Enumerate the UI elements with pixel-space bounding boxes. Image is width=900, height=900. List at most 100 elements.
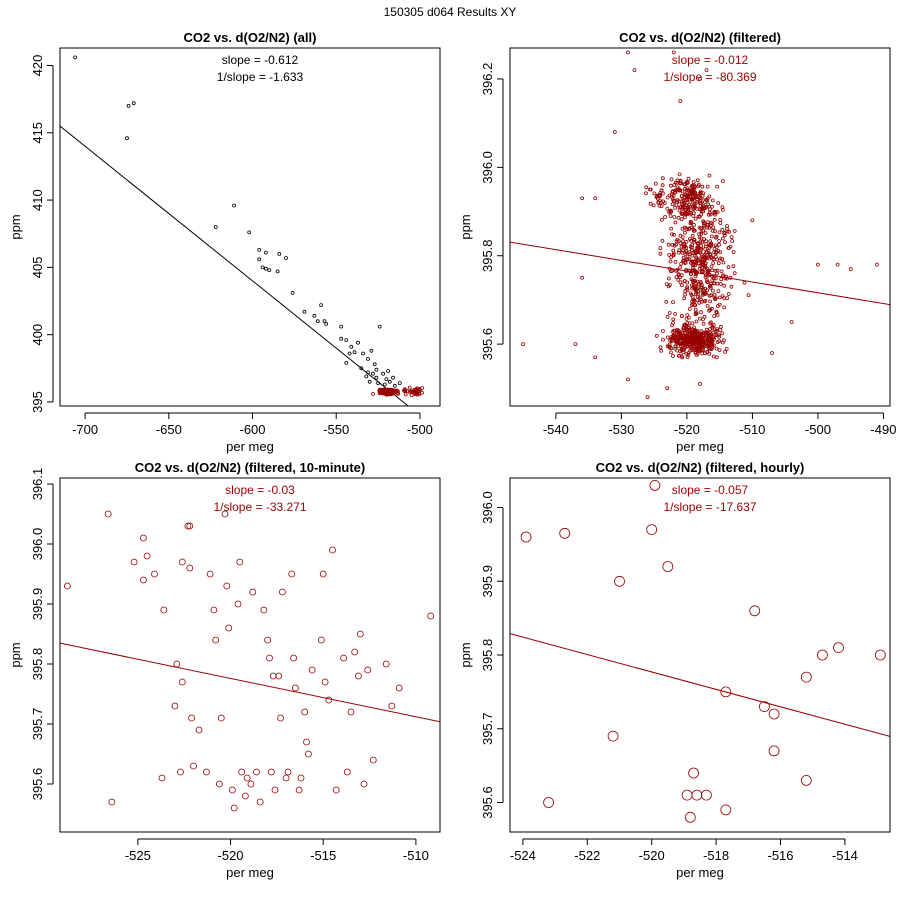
data-point bbox=[668, 214, 673, 218]
data-point bbox=[679, 217, 684, 222]
data-point bbox=[674, 188, 678, 193]
data-point bbox=[339, 336, 344, 341]
data-point bbox=[673, 346, 677, 351]
data-point bbox=[402, 388, 407, 393]
data-point bbox=[671, 248, 676, 253]
data-point bbox=[520, 531, 532, 543]
data-point bbox=[653, 181, 658, 186]
data-point bbox=[667, 276, 671, 281]
slope-annotation: slope = -0.03 bbox=[225, 483, 295, 497]
data-point bbox=[210, 606, 218, 614]
data-point bbox=[580, 196, 584, 201]
data-point bbox=[277, 251, 282, 256]
chart-title: CO2 vs. d(O2/N2) (filtered, hourly) bbox=[596, 460, 805, 475]
data-point bbox=[694, 272, 698, 277]
data-point bbox=[230, 804, 238, 812]
page-title: 150305 d064 Results XY bbox=[384, 5, 517, 19]
data-point bbox=[367, 379, 372, 384]
data-point bbox=[698, 266, 702, 271]
x-axis-label: per meg bbox=[226, 439, 274, 454]
data-point bbox=[729, 284, 734, 289]
data-point bbox=[678, 341, 683, 346]
data-point bbox=[715, 271, 719, 276]
data-point bbox=[669, 255, 674, 260]
data-point bbox=[685, 340, 690, 345]
data-point bbox=[698, 77, 702, 81]
data-point bbox=[659, 204, 664, 209]
data-point bbox=[377, 324, 382, 329]
data-point bbox=[746, 293, 751, 298]
data-point bbox=[648, 187, 652, 192]
x-tick-label: -514 bbox=[832, 848, 858, 863]
data-point bbox=[390, 389, 395, 394]
data-point bbox=[694, 255, 698, 260]
data-point bbox=[688, 219, 693, 224]
data-point bbox=[386, 369, 391, 373]
data-point bbox=[690, 233, 695, 238]
data-point bbox=[104, 510, 112, 518]
data-point bbox=[731, 264, 736, 269]
data-point bbox=[380, 389, 385, 394]
data-point bbox=[692, 237, 696, 242]
data-point bbox=[698, 316, 702, 321]
chart-panel-3: CO2 vs. d(O2/N2) (filtered, 10-minute) -5… bbox=[8, 460, 441, 880]
data-point bbox=[315, 319, 320, 324]
x-axis: -540 -530 -520 -510 -500 -490 per meg bbox=[543, 412, 896, 454]
data-point bbox=[682, 323, 687, 327]
data-point bbox=[717, 302, 722, 307]
data-point bbox=[685, 186, 690, 191]
data-point bbox=[699, 332, 703, 337]
data-point bbox=[687, 227, 691, 231]
data-point bbox=[710, 255, 714, 260]
y-tick-label: 395.9 bbox=[480, 565, 495, 598]
data-point bbox=[682, 242, 686, 247]
data-point bbox=[688, 291, 693, 296]
data-point bbox=[692, 238, 697, 242]
data-point bbox=[660, 183, 665, 188]
data-point bbox=[683, 335, 688, 340]
data-point bbox=[696, 291, 700, 296]
data-point bbox=[710, 198, 715, 203]
data-point bbox=[654, 333, 659, 338]
data-point bbox=[679, 261, 684, 266]
data-point bbox=[833, 642, 844, 653]
data-point bbox=[670, 242, 675, 247]
data-point bbox=[718, 327, 723, 332]
data-point bbox=[714, 243, 718, 248]
data-point bbox=[665, 314, 670, 319]
data-point bbox=[835, 262, 840, 267]
data-point bbox=[559, 527, 571, 539]
data-point bbox=[683, 230, 687, 235]
data-point bbox=[658, 251, 663, 256]
data-point bbox=[698, 346, 703, 351]
data-point bbox=[759, 701, 770, 712]
data-point bbox=[700, 285, 705, 290]
data-point bbox=[659, 348, 664, 353]
data-point bbox=[720, 236, 725, 241]
data-point bbox=[291, 684, 299, 692]
data-point bbox=[295, 786, 303, 794]
data-point bbox=[232, 203, 237, 208]
data-point bbox=[719, 269, 724, 274]
data-point bbox=[188, 714, 196, 722]
data-point bbox=[694, 311, 699, 316]
data-point bbox=[704, 273, 708, 278]
series-all bbox=[73, 55, 402, 388]
series-filtered bbox=[371, 385, 425, 398]
inverse-slope-annotation: 1/slope = -17.637 bbox=[663, 500, 756, 514]
data-point bbox=[684, 212, 689, 217]
data-point bbox=[158, 774, 166, 782]
data-point bbox=[131, 101, 136, 106]
data-point bbox=[680, 283, 684, 288]
data-point bbox=[715, 327, 719, 332]
data-point bbox=[670, 202, 675, 207]
fit-line bbox=[60, 125, 409, 406]
data-point bbox=[708, 282, 713, 286]
data-point bbox=[382, 660, 390, 668]
data-point bbox=[696, 289, 701, 294]
fit-line bbox=[510, 633, 890, 737]
data-point bbox=[267, 768, 275, 776]
data-point bbox=[720, 686, 732, 698]
data-point bbox=[715, 355, 719, 360]
data-point bbox=[692, 204, 697, 209]
